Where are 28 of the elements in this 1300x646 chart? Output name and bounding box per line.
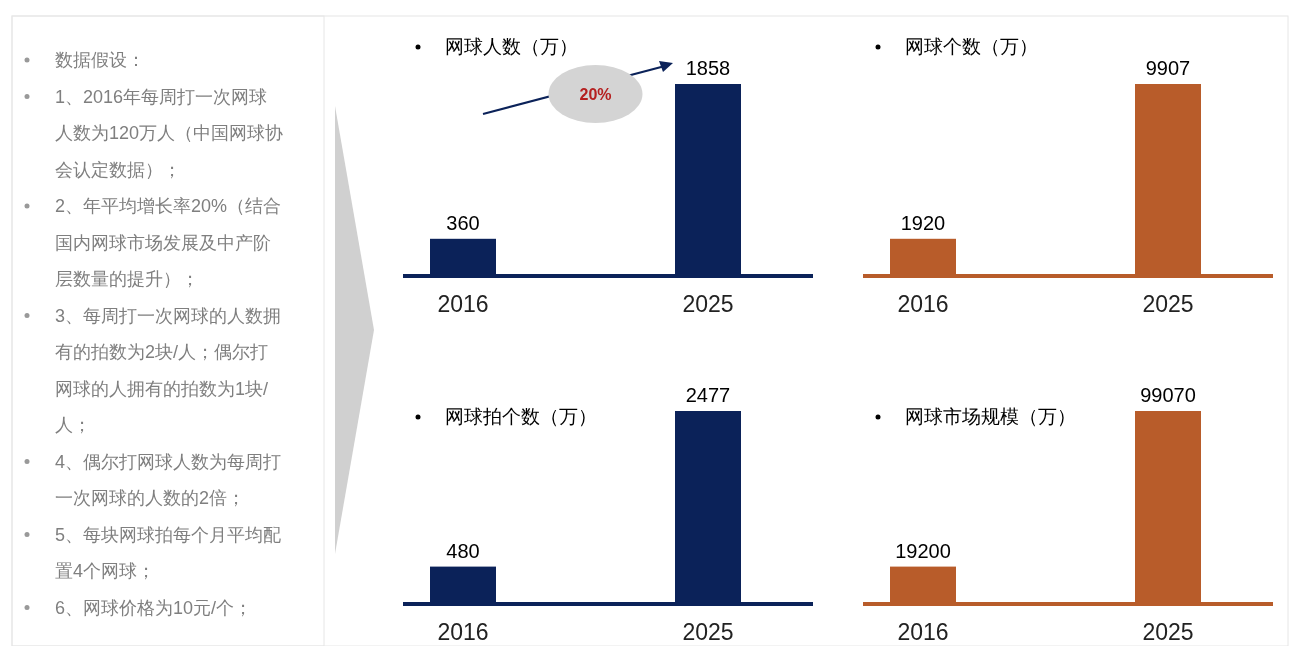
data-label: 9907	[1145, 57, 1191, 79]
x-tick-label: 2025	[1142, 291, 1194, 317]
annotation: 20%	[579, 86, 612, 103]
text: 5、每块网球拍每个月平均配置4个网球；	[55, 524, 282, 581]
data-label: 360	[446, 211, 480, 234]
x-tick-label: 2016	[437, 619, 489, 645]
x-tick-label: 2025	[1142, 619, 1194, 645]
x-tick-label: 2025	[682, 619, 734, 645]
x-tick-label: 2016	[437, 291, 489, 317]
chart-title: 网球人数（万）	[445, 36, 578, 57]
text: 6、网球价格为10元/个；	[55, 597, 253, 618]
chart-title: 网球市场规模（万）	[905, 406, 1076, 427]
data-label: 1920	[900, 211, 946, 234]
chart-title: 网球个数（万）	[905, 36, 1038, 57]
data-label: 99070	[1140, 384, 1196, 406]
x-tick-label: 2016	[897, 291, 949, 317]
x-tick-label: 2025	[682, 291, 734, 317]
data-label: 2477	[685, 384, 731, 406]
text: 2、年平均增长率20%（结合国内网球市场发展及中产阶层数量的提升）；	[55, 196, 282, 289]
text: 4、偶尔打网球人数为每周打一次网球的人数的2倍；	[55, 451, 282, 508]
data-label: 19200	[895, 539, 951, 562]
x-tick-label: 2016	[897, 619, 949, 645]
data-label: 1858	[685, 57, 731, 79]
data-label: 480	[446, 539, 480, 562]
text: 数据假设：	[55, 50, 145, 70]
chart-title: 网球拍个数（万）	[445, 406, 597, 427]
text: 3、每周打一次网球的人数拥有的拍数为2块/人；偶尔打网球的人拥有的拍数为1块/人；	[55, 305, 282, 435]
text: 1、2016年每周打一次网球人数为120万人（中国网球协会认定数据）；	[55, 86, 284, 180]
